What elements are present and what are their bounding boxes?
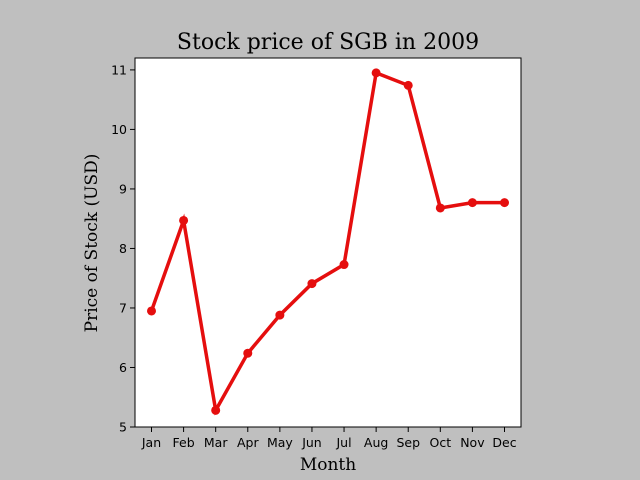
y-tick-label: 5 bbox=[119, 420, 127, 435]
x-tick-label: Dec bbox=[492, 435, 516, 450]
data-point bbox=[467, 198, 477, 208]
data-point bbox=[243, 348, 253, 358]
x-tick-label: May bbox=[267, 435, 293, 450]
x-tick-label: Oct bbox=[430, 435, 452, 450]
x-tick-label: Nov bbox=[460, 435, 485, 450]
plot-area bbox=[134, 57, 522, 428]
x-tick-label: Mar bbox=[204, 435, 228, 450]
x-tick-label: Apr bbox=[237, 435, 259, 450]
data-point bbox=[435, 203, 445, 213]
data-point bbox=[339, 260, 349, 270]
y-tick-label: 11 bbox=[111, 62, 127, 77]
data-point bbox=[307, 279, 317, 289]
data-point bbox=[403, 80, 413, 90]
x-tick-label: Jul bbox=[335, 435, 351, 450]
data-point bbox=[147, 306, 156, 316]
y-tick-label: 7 bbox=[119, 300, 127, 315]
x-axis-label: Month bbox=[300, 455, 356, 475]
chart-title: Stock price of SGB in 2009 bbox=[177, 30, 479, 55]
x-tick-label: Jan bbox=[141, 435, 161, 450]
y-tick-label: 10 bbox=[111, 122, 127, 137]
x-tick-label: Feb bbox=[173, 435, 195, 450]
y-axis-label: Price of Stock (USD) bbox=[82, 154, 102, 333]
data-series bbox=[147, 68, 509, 416]
data-point bbox=[179, 215, 189, 225]
data-point bbox=[371, 68, 381, 78]
data-point bbox=[211, 405, 221, 415]
x-axis-ticks: Jan Feb Mar Apr May Jun Jul Aug Sep Oct Nov Dec bbox=[141, 427, 517, 450]
y-tick-label: 6 bbox=[119, 360, 127, 375]
x-tick-label: Aug bbox=[364, 435, 388, 450]
data-point bbox=[275, 310, 285, 320]
y-axis-ticks: 5 6 7 8 9 10 11 bbox=[111, 62, 135, 435]
data-point bbox=[500, 198, 509, 208]
series-line bbox=[149, 70, 505, 416]
x-tick-label: Jun bbox=[301, 435, 322, 450]
y-tick-label: 8 bbox=[119, 241, 127, 256]
x-tick-label: Sep bbox=[396, 435, 420, 450]
y-tick-label: 9 bbox=[119, 181, 127, 196]
